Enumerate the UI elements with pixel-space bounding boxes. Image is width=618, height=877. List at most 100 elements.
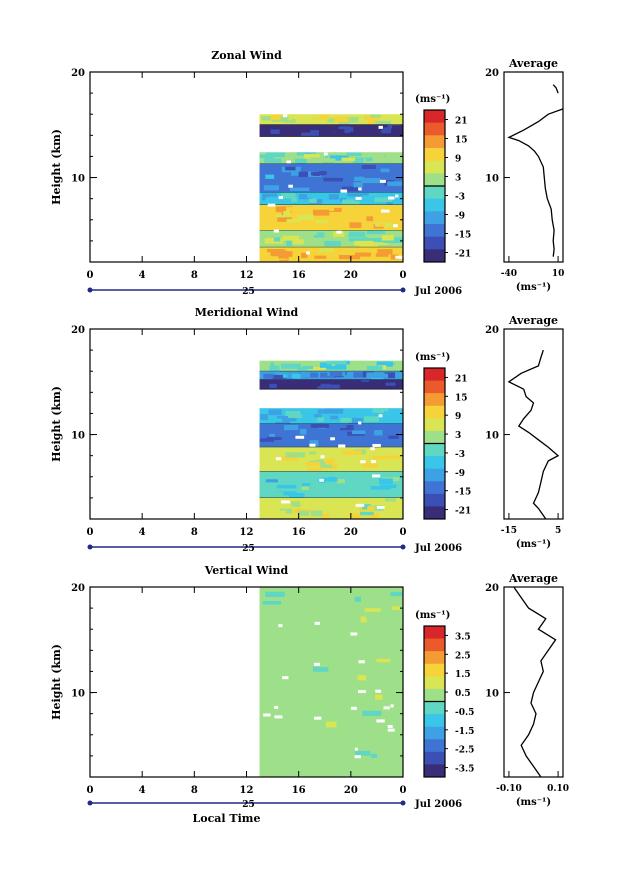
data-speckle-6-9 [329,450,345,456]
data-speckle-1-25 [263,373,274,379]
data-speckle-6-18 [283,210,290,217]
data-speckle-6-5 [283,447,292,452]
missing-data-3 [355,196,362,200]
data-speckle-1-5 [353,372,372,378]
data-speckle-4-15 [372,408,389,413]
avg-x-axis-label: (ms⁻¹) [516,282,551,293]
data-speckle-7-5 [368,238,388,243]
x-tick-label-2: 8 [191,270,198,281]
data-speckle-0-13 [302,365,314,370]
avg-y-tick-label-1: 20 [485,583,499,594]
panel-title: Meridional Wind [195,306,299,319]
data-speckle-5-11 [354,195,372,201]
missing-data-9 [358,660,365,664]
data-speckle-1-24 [270,129,280,134]
colorbar-band-7 [424,714,445,728]
data-speckle-2-20 [385,382,396,386]
data-speckle-0-21 [323,701,333,706]
data-speckle-4-18 [379,185,390,192]
missing-data-13 [378,125,383,129]
colorbar-tick-label-7: -21 [455,250,471,260]
missing-data-16 [395,255,404,259]
data-speckle-7-20 [276,484,297,489]
colorbar-tick-label-3: 3 [455,431,461,441]
colorbar-tick-label-2: 9 [455,412,461,422]
data-speckle-1-11 [340,126,351,130]
date-axis-end-marker [400,544,406,550]
missing-data-11 [358,187,362,191]
data-speckle-7-5 [301,485,309,491]
missing-data-5 [275,457,282,461]
data-speckle-0-1 [327,118,336,123]
data-speckle-2-8 [278,380,295,385]
data-speckle-6-12 [306,467,323,472]
colorbar-tick-label-4: -3 [455,193,465,203]
data-speckle-8-4 [344,500,358,506]
data-speckle-3-19 [318,158,336,163]
date-label: Jul 2006 [414,286,462,297]
colorbar-band-9 [424,481,445,495]
x-tick-label-4: 16 [292,527,306,538]
colorbar-tick-label-0: 3.5 [455,632,471,642]
x-tick-label-5: 20 [344,527,358,538]
data-speckle-0-7 [308,367,326,371]
colorbar-band-5 [424,430,445,444]
date-axis-end-marker [400,287,406,293]
colorbar-tick-label-5: -9 [455,212,465,222]
missing-data-15 [338,444,346,448]
data-speckle-6-17 [320,461,333,468]
data-speckle-4-10 [276,415,297,422]
data-speckle-6-12 [302,209,312,214]
data-speckle-6-20 [285,452,306,458]
data-speckle-4-8 [275,420,291,424]
data-speckle-0-10 [364,608,381,612]
data-speckle-5-15 [309,440,319,447]
data-speckle-0-20 [319,362,332,368]
missing-data-3 [354,755,361,759]
data-speckle-6-22 [366,457,374,462]
colorbar-band-5 [424,688,445,702]
data-speckle-7-25 [348,231,366,237]
data-speckle-5-2 [304,195,322,202]
colorbar-band-11 [424,249,445,263]
colorbar-tick-label-1: 2.5 [455,651,471,661]
data-speckle-1-25 [296,128,311,133]
average-title: Average [508,314,558,327]
data-speckle-7-16 [264,238,283,244]
colorbar-band-1 [424,380,445,394]
data-speckle-0-25 [370,114,381,118]
data-speckle-5-2 [388,435,399,439]
data-speckle-5-11 [374,430,383,436]
data-speckle-5-20 [351,430,366,435]
data-speckle-1-14 [300,372,311,378]
x-tick-label-1: 4 [139,270,146,281]
data-speckle-4-11 [323,177,344,182]
x-tick-label-6: 0 [400,527,407,538]
date-label: Jul 2006 [414,543,462,554]
data-speckle-0-16 [381,114,400,119]
missing-data-7 [267,203,276,207]
avg-y-tick-label-1: 20 [485,325,499,336]
y-axis-label: Height (km) [50,386,63,462]
average-frame [503,71,564,263]
data-speckle-4-1 [263,185,279,191]
data-speckle-8-20 [314,255,327,259]
data-speckle-7-17 [331,236,340,241]
data-speckle-5-7 [342,199,360,205]
data-speckle-5-4 [356,431,375,437]
data-speckle-6-9 [293,210,310,214]
x-tick-label-0: 0 [87,270,94,281]
missing-data-2 [309,443,316,447]
colorbar-band-9 [424,224,445,238]
data-speckle-2-15 [303,380,321,387]
data-speckle-0-14 [284,604,298,611]
x-tick-label-5: 20 [344,270,358,281]
data-speckle-5-23 [265,430,283,434]
data-speckle-8-6 [333,253,342,259]
data-speckle-7-21 [286,240,293,246]
data-speckle-0-18 [263,118,272,125]
colorbar-band-8 [424,211,445,225]
colorbar-band-10 [424,751,445,765]
data-speckle-4-9 [361,177,381,184]
data-speckle-8-22 [354,252,372,257]
